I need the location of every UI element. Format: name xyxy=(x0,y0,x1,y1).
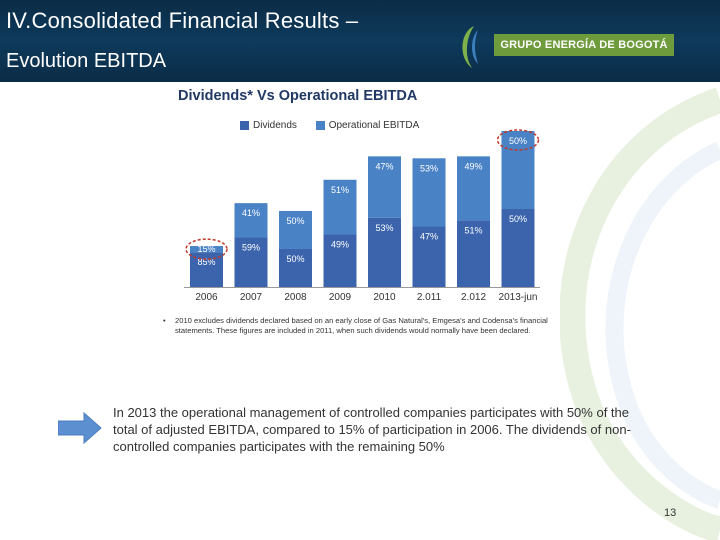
chart-panel: Dividends* Vs Operational EBITDA Dividen… xyxy=(150,82,560,357)
decorative-swirl xyxy=(559,87,720,540)
data-label-operational-ebitda-2007: 41% xyxy=(242,208,260,218)
slide-subtitle: Evolution EBITDA xyxy=(6,50,167,72)
bar-dividends-2010 xyxy=(368,217,401,287)
company-logo: GRUPO ENERGÍA DE BOGOTÁ xyxy=(452,22,674,72)
data-label-dividends-2010: 53% xyxy=(375,223,393,233)
data-label-dividends-2006: 85% xyxy=(197,257,215,267)
slide-title: IV.Consolidated Financial Results – xyxy=(6,8,359,33)
data-label-dividends-2-011: 47% xyxy=(420,232,438,242)
legend-item-dividends: Dividends xyxy=(240,120,297,131)
bar-dividends-2008 xyxy=(279,248,312,287)
chart-legend: Dividends Operational EBITDA xyxy=(240,120,435,133)
bar-operational-ebitda-2-012 xyxy=(457,156,490,221)
summary-text: In 2013 the operational management of co… xyxy=(113,405,631,454)
data-label-operational-ebitda-2006: 15% xyxy=(197,244,215,254)
stacked-bar-chart: 85% 15% 2006 59% 41% 2007 50% 50% 2008 49% 51% 2009… xyxy=(184,129,540,303)
x-tick-label-2006: 2006 xyxy=(195,292,218,303)
logo-wordmark: GRUPO ENERGÍA DE BOGOTÁ xyxy=(494,34,674,56)
bar-operational-ebitda-2009 xyxy=(323,179,357,235)
chart-title: Dividends* Vs Operational EBITDA xyxy=(178,88,418,104)
logo-leaf-icon xyxy=(462,26,478,68)
x-tick-label-2008: 2008 xyxy=(284,292,307,303)
bar-operational-ebitda-2-011 xyxy=(412,158,446,227)
bar-dividends-2007 xyxy=(234,237,268,287)
data-label-dividends-2-012: 51% xyxy=(464,225,482,235)
bar-dividends-2-012 xyxy=(457,220,490,287)
data-label-operational-ebitda-2-011: 53% xyxy=(420,163,438,173)
data-label-operational-ebitda-2009: 51% xyxy=(331,185,349,195)
bar-operational-ebitda-2013-jun xyxy=(501,131,535,209)
footnote-bullet: • xyxy=(163,316,166,325)
bar-operational-ebitda-2006 xyxy=(190,246,223,253)
bar-dividends-2013-jun xyxy=(501,209,535,287)
data-label-operational-ebitda-2010: 47% xyxy=(375,161,393,171)
x-tick-label-2-011: 2.011 xyxy=(417,292,442,303)
legend-swatch-dividends xyxy=(240,121,249,130)
bar-dividends-2009 xyxy=(323,234,357,287)
bar-operational-ebitda-2008 xyxy=(279,210,312,249)
footnote-text: 2010 excludes dividends declared based o… xyxy=(175,316,548,335)
x-tick-label-2010: 2010 xyxy=(373,292,396,303)
footnote: • 2010 excludes dividends declared based… xyxy=(163,316,548,336)
data-label-dividends-2013-jun: 50% xyxy=(509,214,527,224)
legend-swatch-operational-ebitda xyxy=(315,121,325,130)
x-tick-label-2-012: 2.012 xyxy=(461,292,486,303)
highlight-circle-2013-jun xyxy=(496,129,540,151)
bar-operational-ebitda-2007 xyxy=(234,203,268,238)
legend-label-dividends: Dividends xyxy=(253,120,297,131)
bar-operational-ebitda-2010 xyxy=(368,156,401,218)
slide-header: IV.Consolidated Financial Results – Evol… xyxy=(0,0,720,82)
x-tick-label-2007: 2007 xyxy=(240,292,263,303)
legend-label-operational-ebitda: Operational EBITDA xyxy=(328,120,420,131)
data-label-dividends-2008: 50% xyxy=(286,254,304,264)
page-number: 13 xyxy=(664,507,677,519)
data-label-dividends-2009: 49% xyxy=(331,239,349,249)
data-label-operational-ebitda-2-012: 49% xyxy=(464,161,482,171)
x-tick-label-2009: 2009 xyxy=(329,292,352,303)
x-tick-label-2013-jun: 2013-jun xyxy=(499,292,538,303)
data-label-dividends-2007: 59% xyxy=(242,243,260,253)
data-label-operational-ebitda-2008: 50% xyxy=(286,216,304,226)
bar-dividends-2-011 xyxy=(412,226,446,287)
data-label-operational-ebitda-2013-jun: 50% xyxy=(509,136,527,146)
arrow-right-icon xyxy=(58,412,102,444)
legend-item-operational-ebitda: Operational EBITDA xyxy=(315,120,420,131)
highlight-circle-2006 xyxy=(185,238,228,260)
